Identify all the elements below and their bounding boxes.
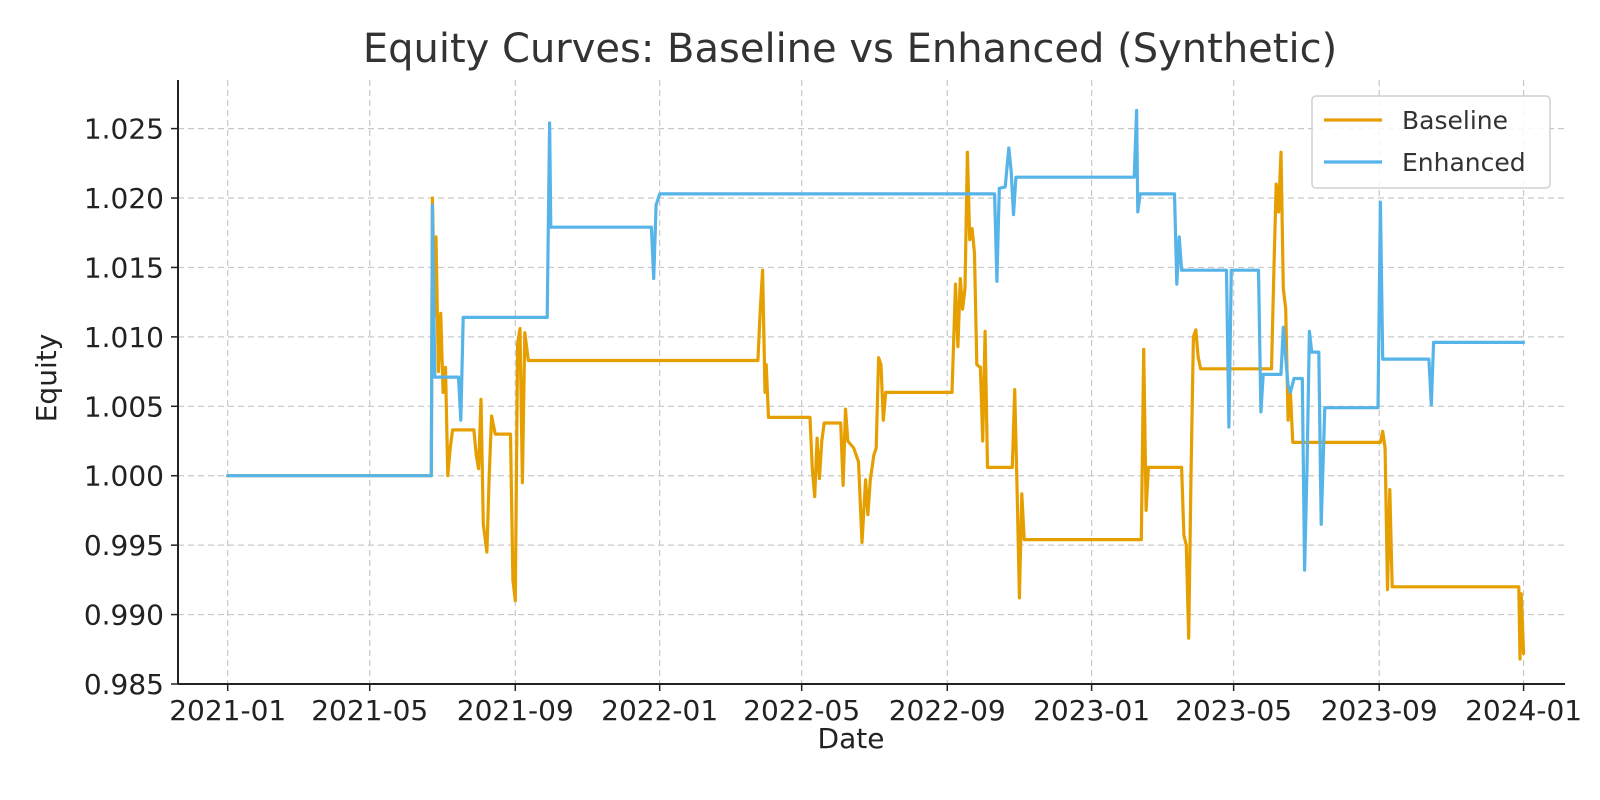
legend-label-baseline: Baseline: [1402, 106, 1508, 135]
x-tick-label: 2023-09: [1321, 694, 1438, 727]
x-tick-label: 2022-01: [601, 694, 718, 727]
series-lines: [226, 108, 1526, 661]
x-tick-label: 2023-05: [1175, 694, 1292, 727]
y-tick-label: 1.025: [84, 113, 164, 146]
legend-label-enhanced: Enhanced: [1402, 148, 1526, 177]
x-tick-label: 2022-09: [889, 694, 1006, 727]
x-tick-label: 2024-01: [1465, 694, 1582, 727]
y-tick-label: 1.015: [84, 251, 164, 284]
x-tick-label: 2021-09: [457, 694, 574, 727]
y-tick-label: 1.020: [84, 182, 164, 215]
y-tick-label: 1.005: [84, 390, 164, 423]
y-tick-label: 1.010: [84, 321, 164, 354]
x-tick-label: 2021-05: [311, 694, 428, 727]
legend: Baseline Enhanced: [1311, 95, 1551, 189]
y-tick-label: 0.995: [84, 529, 164, 562]
x-axis-label: Date: [818, 722, 885, 755]
y-tick-label: 1.000: [84, 460, 164, 493]
y-axis-label: Equity: [30, 334, 63, 423]
y-tick-label: 0.985: [84, 668, 164, 701]
series-line-enhanced: [226, 108, 1526, 572]
tick-labels: 2021-01 2021-05 2021-09 2022-01 2022-05 2022-…: [84, 113, 1582, 727]
axes: [171, 80, 1565, 691]
x-tick-label: 2022-05: [743, 694, 860, 727]
chart-title: Equity Curves: Baseline vs Enhanced (Syn…: [363, 26, 1337, 72]
series-line-baseline: [226, 150, 1526, 661]
y-tick-label: 0.990: [84, 599, 164, 632]
x-tick-label: 2023-01: [1033, 694, 1150, 727]
x-tick-label: 2021-01: [169, 694, 286, 727]
